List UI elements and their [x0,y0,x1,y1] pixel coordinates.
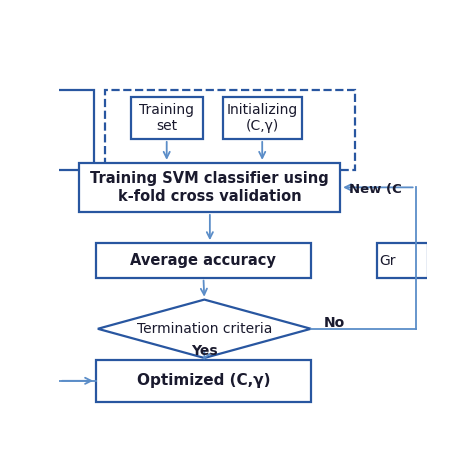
Polygon shape [98,300,311,358]
Text: No: No [324,316,345,330]
FancyBboxPatch shape [96,360,311,402]
Text: Training
set: Training set [139,103,194,133]
Text: Average accuracy: Average accuracy [130,253,276,268]
Text: Gr: Gr [380,254,396,267]
FancyBboxPatch shape [80,163,340,212]
Text: Training SVM classifier using
k-fold cross validation: Training SVM classifier using k-fold cro… [91,171,329,203]
Text: Initializing
(C,γ): Initializing (C,γ) [227,103,298,133]
FancyBboxPatch shape [223,97,301,139]
FancyBboxPatch shape [105,90,355,170]
FancyBboxPatch shape [377,243,428,278]
FancyBboxPatch shape [131,97,202,139]
FancyBboxPatch shape [57,90,94,170]
Text: Termination criteria: Termination criteria [137,322,272,336]
Text: Yes: Yes [191,344,218,358]
Text: Optimized (C,γ): Optimized (C,γ) [137,374,270,388]
FancyBboxPatch shape [96,243,311,278]
Text: New (C: New (C [349,182,402,195]
